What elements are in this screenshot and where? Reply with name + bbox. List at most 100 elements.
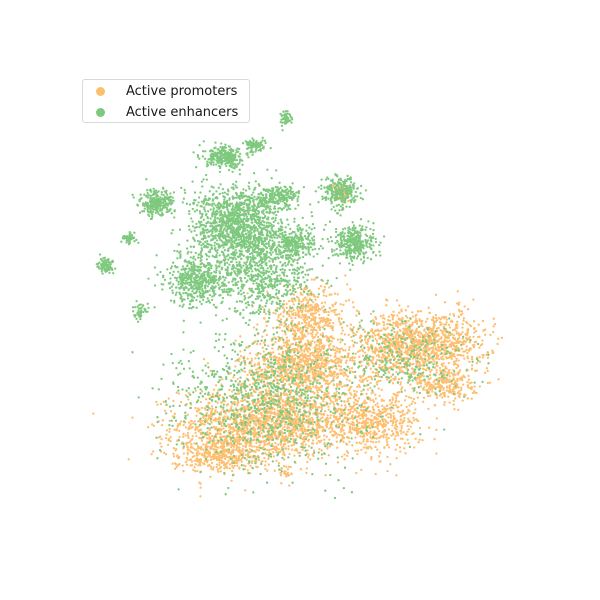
data-point: [316, 335, 320, 339]
data-point: [246, 422, 249, 425]
data-point: [303, 288, 306, 291]
data-point: [191, 435, 194, 438]
data-point: [353, 423, 356, 427]
data-point: [429, 377, 432, 380]
data-point: [282, 445, 285, 448]
data-point: [300, 316, 303, 319]
data-point: [273, 408, 276, 411]
data-point: [281, 427, 284, 430]
data-point: [248, 369, 251, 372]
data-point: [396, 322, 400, 325]
data-point: [353, 426, 357, 430]
data-point: [331, 328, 334, 332]
data-point: [470, 387, 473, 391]
data-point: [348, 379, 351, 382]
data-point: [236, 377, 239, 381]
data-point: [341, 437, 344, 440]
data-point: [459, 333, 463, 336]
data-point: [307, 385, 310, 389]
data-point: [379, 422, 382, 425]
data-point: [312, 315, 315, 318]
data-point: [344, 361, 348, 364]
data-point: [266, 448, 269, 452]
data-point: [321, 326, 325, 329]
data-point: [336, 338, 340, 341]
data-point: [435, 368, 438, 372]
data-point: [318, 326, 321, 330]
data-point: [326, 417, 329, 420]
data-point: [307, 304, 310, 307]
data-point: [407, 420, 410, 424]
data-point: [403, 413, 406, 416]
data-point: [431, 357, 435, 360]
data-point: [92, 412, 95, 415]
data-point: [290, 298, 294, 301]
data-point: [201, 419, 204, 422]
data-point: [304, 309, 307, 312]
data-point: [249, 394, 253, 397]
data-point: [286, 348, 289, 351]
data-point: [280, 336, 284, 339]
data-point: [387, 370, 390, 373]
data-point: [434, 382, 437, 386]
data-point: [400, 308, 403, 311]
data-point: [396, 406, 399, 409]
data-point: [376, 448, 379, 451]
data-point: [392, 432, 395, 436]
data-point: [422, 396, 426, 399]
data-point: [283, 324, 286, 328]
data-point: [369, 436, 372, 439]
data-point: [391, 424, 394, 427]
data-point: [283, 310, 286, 313]
data-point: [310, 278, 313, 281]
data-point: [288, 383, 291, 387]
data-point: [274, 392, 277, 396]
data-point: [437, 326, 440, 330]
data-point: [435, 396, 439, 400]
data-point: [309, 309, 312, 312]
data-point: [185, 443, 188, 446]
data-point: [451, 343, 454, 346]
data-point: [410, 346, 413, 349]
data-point: [470, 367, 474, 370]
data-point: [323, 311, 326, 314]
data-point: [314, 303, 317, 306]
data-point: [322, 379, 326, 382]
data-point: [341, 434, 344, 438]
data-point: [206, 422, 210, 425]
data-point: [191, 425, 194, 429]
data-point: [382, 321, 386, 324]
data-point: [360, 364, 363, 367]
data-point: [333, 355, 336, 359]
data-point: [424, 320, 428, 323]
data-point: [396, 326, 400, 329]
data-point: [447, 361, 450, 365]
data-point: [377, 333, 380, 336]
data-point: [307, 453, 310, 456]
data-point: [341, 385, 344, 388]
data-point: [298, 384, 301, 388]
data-point: [274, 341, 277, 344]
data-point: [456, 377, 459, 381]
data-point: [212, 388, 216, 391]
data-point: [342, 429, 345, 432]
data-point: [336, 361, 339, 365]
data-point: [364, 443, 367, 446]
data-point: [382, 422, 386, 426]
data-point: [303, 374, 306, 377]
data-point: [453, 328, 456, 331]
data-point: [314, 403, 317, 406]
data-point: [199, 419, 202, 422]
data-point: [319, 284, 323, 288]
data-point: [206, 430, 209, 434]
data-point: [239, 415, 243, 419]
data-point: [127, 458, 130, 461]
data-point: [284, 378, 288, 381]
data-point: [361, 354, 365, 358]
data-point: [318, 313, 321, 317]
data-point: [350, 431, 353, 435]
data-point: [306, 449, 309, 452]
data-point: [339, 323, 342, 326]
data-point: [331, 427, 334, 430]
data-point: [330, 374, 334, 377]
